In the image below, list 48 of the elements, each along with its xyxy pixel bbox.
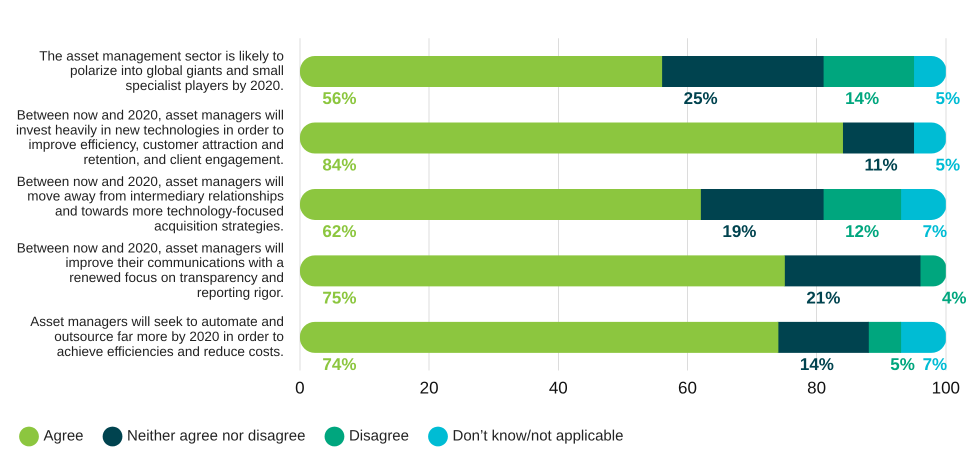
bar — [700, 188, 824, 220]
y-tick-label: Between now and 2020, asset managers will move away from intermediary relationships and towards more technology-focused acquisition strategies. — [16, 174, 284, 234]
data-label: 7% — [922, 222, 948, 242]
x-tick-label: 100 — [932, 378, 960, 398]
y-tick-label: Between now and 2020, asset managers will invest heavily in new technologies in order to improve efficiency, customer attraction and retention, and client engagement. — [16, 107, 284, 167]
bar — [661, 56, 824, 88]
data-label: 19% — [722, 222, 756, 242]
y-tick-label: Asset managers will seek to automate and outsource far more by 2020 in order to achieve efficiencies and reduce costs. — [30, 314, 284, 359]
data-label: 75% — [322, 288, 356, 308]
bar — [822, 56, 914, 88]
bar — [822, 188, 902, 220]
bar — [868, 322, 902, 353]
x-tick-label: 40 — [548, 378, 568, 398]
bar — [777, 322, 869, 353]
data-label: 56% — [322, 89, 356, 108]
data-label: 21% — [806, 288, 840, 308]
data-label: 84% — [322, 156, 356, 175]
legend-label: Disagree — [348, 428, 409, 445]
data-label: 11% — [864, 156, 898, 175]
x-tick-label: 0 — [295, 378, 305, 398]
data-label: 5% — [936, 156, 960, 175]
data-label: 25% — [684, 89, 718, 108]
data-label: 5% — [890, 355, 915, 374]
bar — [900, 188, 946, 220]
bar — [300, 56, 662, 88]
legend-label: Neither agree nor disagree — [127, 428, 306, 445]
x-tick-label: 20 — [420, 378, 439, 398]
data-label: 74% — [322, 355, 356, 374]
data-label: 5% — [936, 89, 960, 108]
bar — [784, 255, 920, 286]
data-label: 14% — [800, 355, 834, 374]
bar — [842, 122, 914, 154]
x-tick-label: 80 — [807, 378, 826, 398]
legend-label: Don’t know/not applicable — [452, 428, 624, 445]
bar — [300, 255, 785, 286]
bar — [300, 188, 701, 220]
x-tick-label: 60 — [678, 378, 697, 398]
data-label: 7% — [922, 355, 948, 374]
bar — [900, 322, 946, 353]
y-tick-label: Between now and 2020, asset managers will improve their communications with a renewed focus on transparency and reporting rigor. — [16, 240, 284, 300]
data-label: 62% — [322, 222, 356, 242]
bar — [300, 122, 843, 154]
data-label: 12% — [845, 222, 880, 242]
data-label: 14% — [845, 89, 880, 108]
bar — [300, 322, 778, 353]
legend-label: Agree — [44, 428, 84, 445]
data-label: 4% — [942, 288, 967, 308]
y-tick-label: The asset management sector is likely to polarize into global giants and small specialist players by 2020. — [39, 48, 284, 94]
